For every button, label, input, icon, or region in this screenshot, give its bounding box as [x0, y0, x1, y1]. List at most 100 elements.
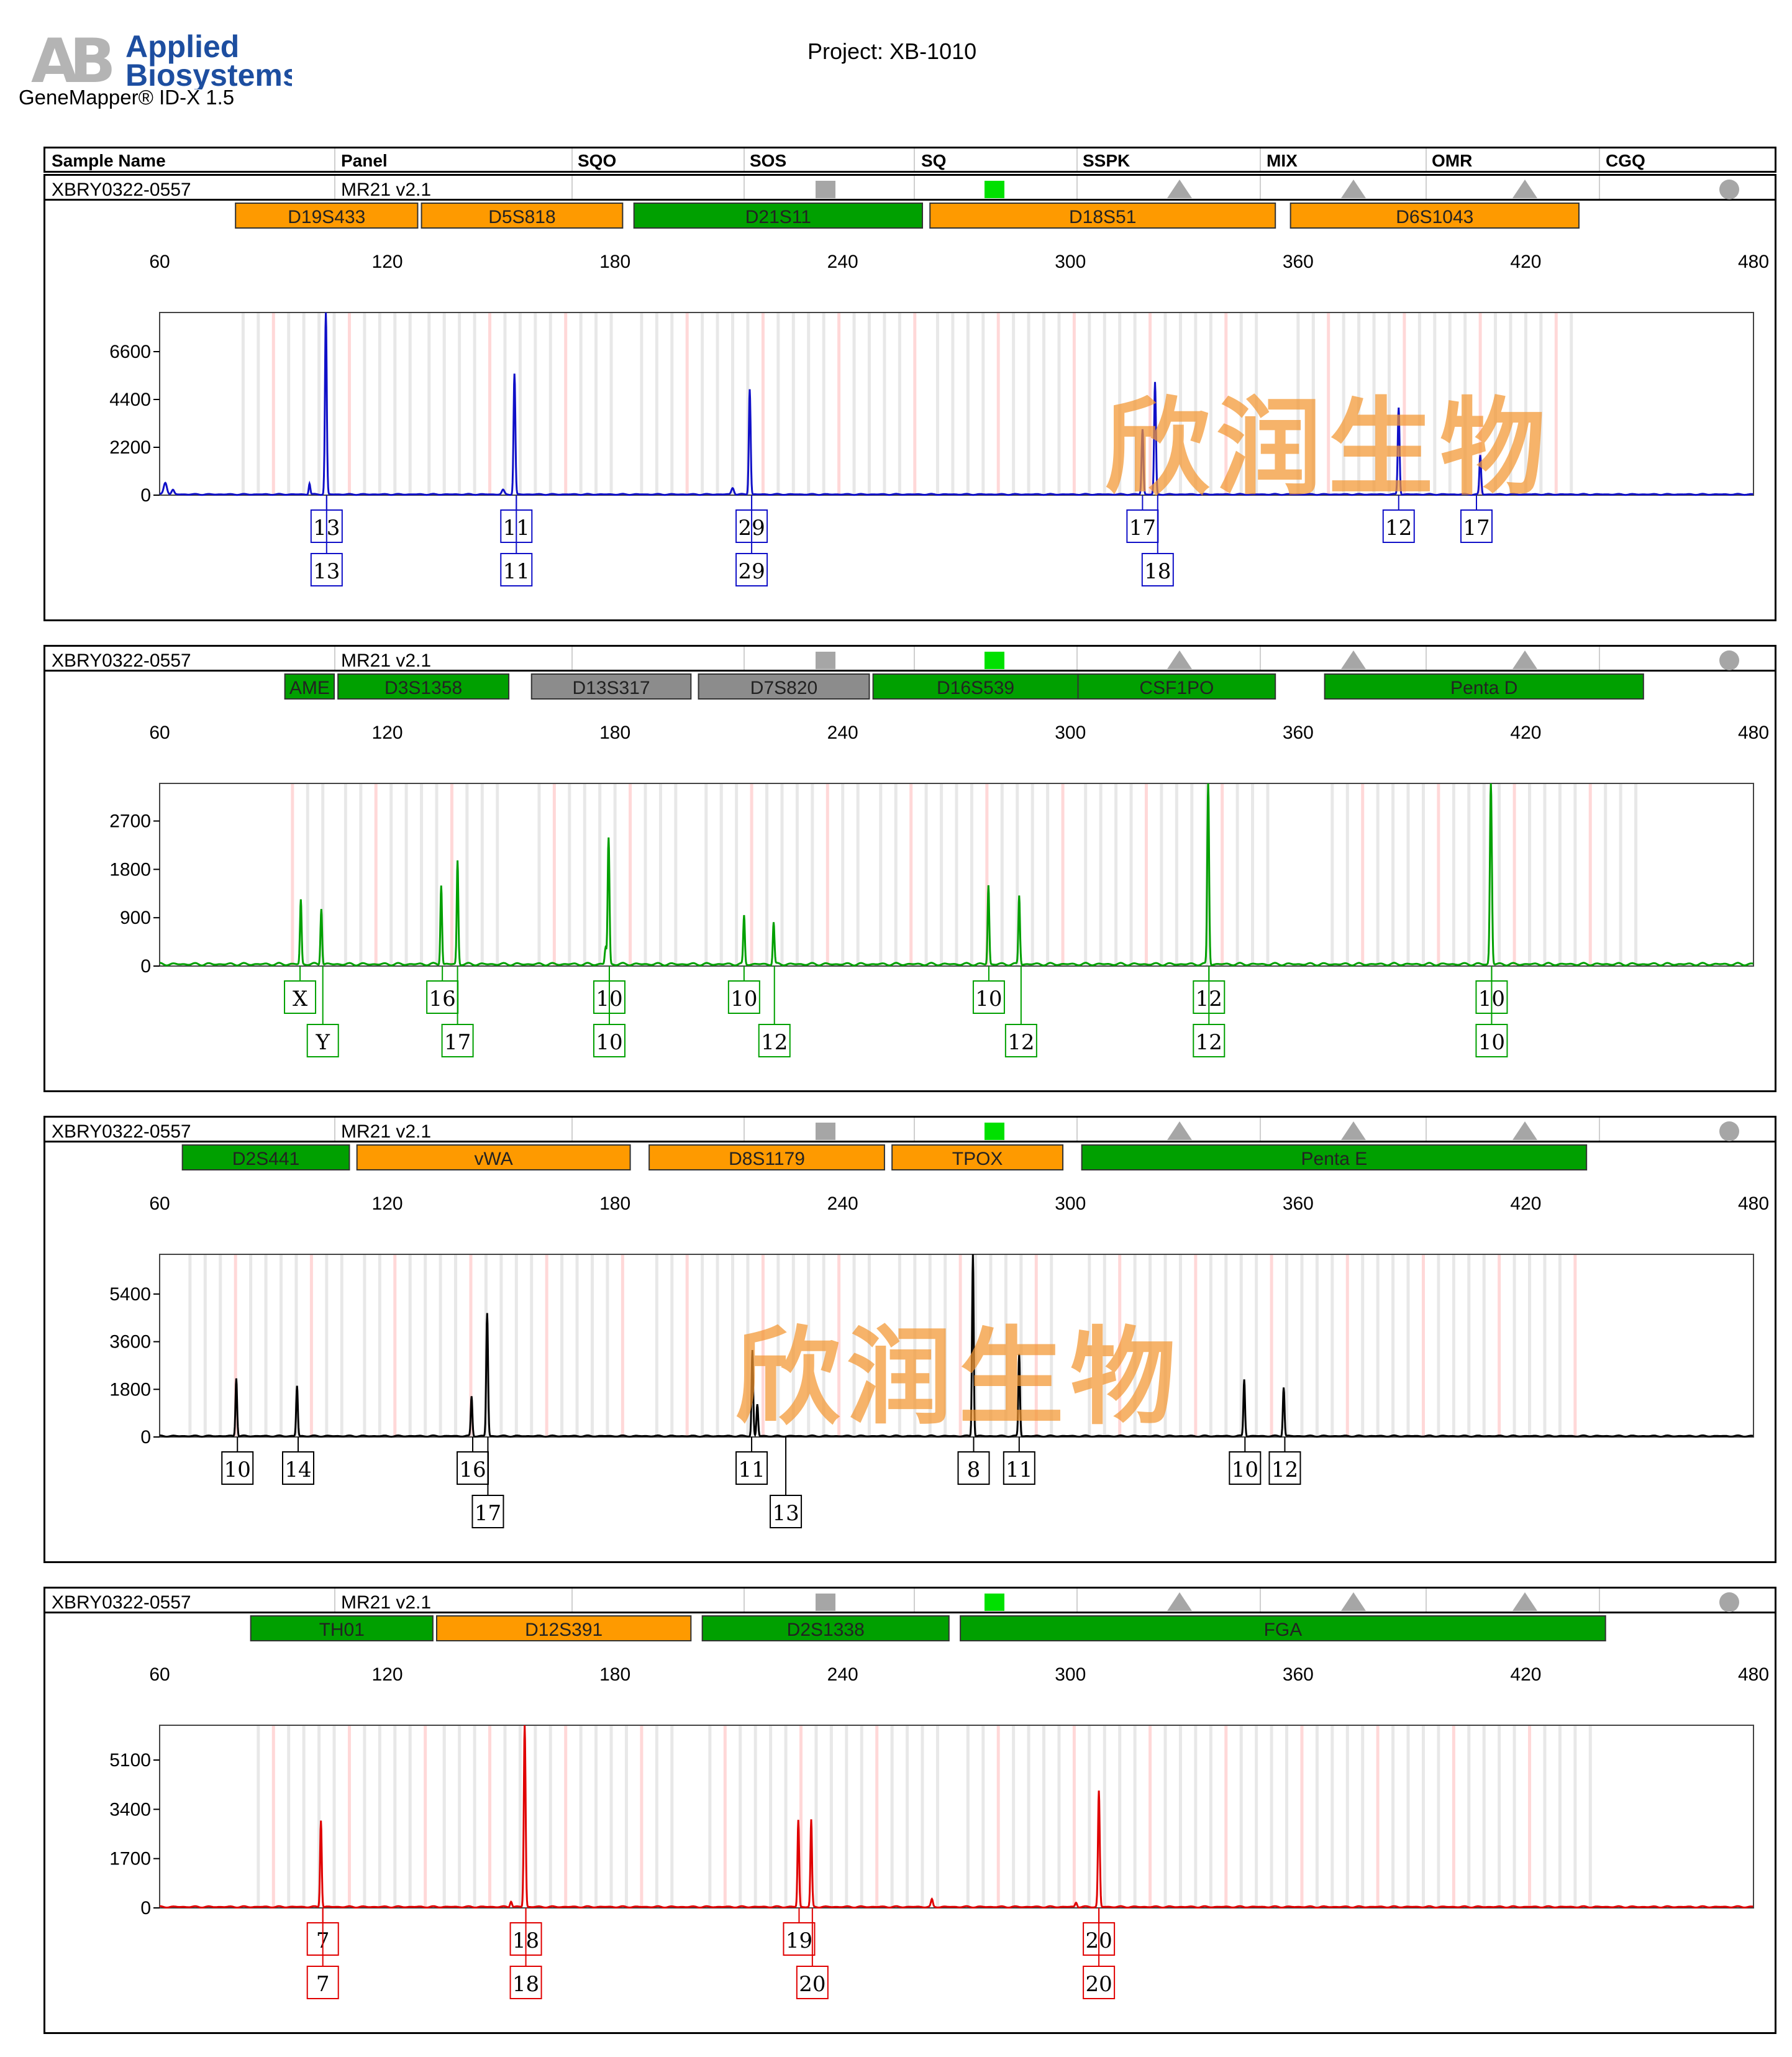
- x-tick-label: 360: [1283, 1664, 1314, 1685]
- bin-lines: [241, 312, 1573, 495]
- allele-label: 17: [444, 1030, 471, 1055]
- allele-label: 20: [799, 1972, 826, 1997]
- allele-label: 17: [1129, 516, 1156, 540]
- watermark: 欣润生物: [735, 1315, 1183, 1439]
- locus-bar: [960, 1615, 1606, 1641]
- x-tick-label: 240: [827, 1193, 858, 1214]
- sq-pass-square-icon: [985, 1594, 1004, 1611]
- x-tick-label: 360: [1283, 723, 1314, 743]
- allele-label: 14: [284, 1457, 311, 1482]
- x-tick-label: 180: [599, 252, 630, 272]
- locus-bar: [181, 1144, 350, 1170]
- x-tick-label: 240: [827, 252, 858, 272]
- allele-box: [281, 1451, 314, 1485]
- locus-bar: [530, 673, 692, 700]
- brand-line1: Applied: [125, 30, 239, 64]
- allele-box: [509, 1966, 542, 1999]
- allele-label: 12: [1271, 1457, 1298, 1482]
- x-tick-label: 180: [599, 1664, 630, 1685]
- allele-box: [1003, 1451, 1035, 1485]
- sample-name: XBRY0322-0557: [52, 180, 191, 200]
- sample-row[interactable]: XBRY0322-0557 MR21 v2.1: [45, 176, 1775, 201]
- watermark: 欣润生物: [1104, 386, 1552, 510]
- locus-bar: [356, 1144, 631, 1170]
- trace-line: [159, 312, 1753, 496]
- allele-box: [1229, 1451, 1262, 1485]
- x-tick-label: 420: [1510, 252, 1541, 272]
- y-tick-label: 3600: [109, 1332, 151, 1352]
- bin-lines: [291, 783, 1638, 966]
- cgq-circle-icon: [1719, 180, 1739, 199]
- allele-box: [735, 1451, 768, 1485]
- allele-label: 10: [224, 1457, 251, 1482]
- sos-square-icon: [816, 181, 835, 198]
- plot-frame: [159, 783, 1754, 967]
- locus-label: D16S539: [937, 678, 1014, 698]
- x-tick-label: 120: [372, 1664, 403, 1685]
- x-tick-label: 420: [1510, 1193, 1541, 1214]
- col-sspk: SSPK: [1083, 151, 1130, 170]
- locus-bar: [337, 673, 510, 700]
- allele-label: 12: [1385, 516, 1412, 540]
- allele-box: [306, 1966, 339, 1999]
- locus-bar: [435, 1615, 692, 1641]
- cgq-circle-icon: [1719, 1121, 1739, 1141]
- omr-triangle-icon: [1512, 650, 1537, 669]
- y-tick-label: 0: [140, 1898, 151, 1918]
- sample-row[interactable]: XBRY0322-0557 MR21 v2.1: [45, 647, 1775, 672]
- ab-mark-icon: AB: [31, 30, 112, 89]
- omr-triangle-icon: [1512, 1121, 1537, 1140]
- cgq-circle-icon: [1719, 1592, 1739, 1612]
- locus-bar: [1077, 673, 1276, 700]
- allele-label: 12: [761, 1030, 788, 1055]
- y-tick-label: 3400: [109, 1799, 151, 1820]
- locus-bar: [648, 1144, 885, 1170]
- allele-label: 10: [1232, 1457, 1258, 1482]
- locus-bar: [284, 673, 335, 700]
- col-panel: Panel: [341, 151, 388, 170]
- trace-line: [160, 783, 1753, 967]
- allele-label: 11: [738, 1457, 765, 1482]
- allele-box: [500, 553, 533, 586]
- allele-box: [1083, 1966, 1116, 1999]
- locus-label: AME: [289, 678, 330, 698]
- locus-label: D2S1338: [787, 1620, 865, 1640]
- locus-bar: [698, 673, 870, 700]
- col-sqo: SQO: [578, 151, 617, 170]
- cgq-circle-icon: [1719, 650, 1739, 670]
- allele-box: [957, 1451, 990, 1485]
- sample-row[interactable]: XBRY0322-0557 MR21 v2.1: [45, 1589, 1775, 1613]
- panel-name: MR21 v2.1: [341, 1592, 432, 1613]
- electropherogram-panel-green: XBRY0322-0557 MR21 v2.1 AME D3S1358 D13S31…: [43, 645, 1776, 1092]
- locus-bar: [1324, 673, 1644, 700]
- omr-triangle-icon: [1512, 1592, 1537, 1611]
- x-tick-label: 120: [372, 1193, 403, 1214]
- y-tick-label: 5100: [109, 1750, 151, 1771]
- y-tick-label: 1800: [109, 859, 151, 880]
- locus-bar: [872, 673, 1079, 700]
- allele-box: [1004, 1024, 1037, 1057]
- column-header-row: Sample Name Panel SQO SOS SQ SSPK MIX OM…: [43, 147, 1776, 173]
- x-tick-label: 360: [1283, 1193, 1314, 1214]
- sample-row[interactable]: XBRY0322-0557 MR21 v2.1: [45, 1118, 1775, 1143]
- x-tick-label: 360: [1283, 252, 1314, 272]
- brand-line2: Biosystems: [125, 58, 292, 89]
- allele-label: 16: [459, 1457, 486, 1482]
- x-tick-label: 300: [1055, 1193, 1086, 1214]
- locus-bar: [929, 203, 1276, 229]
- sq-pass-square-icon: [985, 652, 1004, 669]
- col-sos: SOS: [750, 151, 787, 170]
- sos-square-icon: [816, 652, 835, 669]
- locus-label: D2S441: [232, 1149, 299, 1169]
- locus-label: D7S820: [750, 678, 817, 698]
- y-tick-label: 5400: [109, 1284, 151, 1305]
- allele-box: [1126, 509, 1159, 543]
- x-tick-label: 180: [599, 723, 630, 743]
- x-tick-label: 300: [1055, 1664, 1086, 1685]
- allele-label: 17: [1463, 516, 1490, 540]
- allele-box: [284, 980, 317, 1014]
- allele-box: [1475, 1024, 1508, 1057]
- y-tick-label: 1800: [109, 1379, 151, 1400]
- locus-label: TH01: [319, 1620, 365, 1640]
